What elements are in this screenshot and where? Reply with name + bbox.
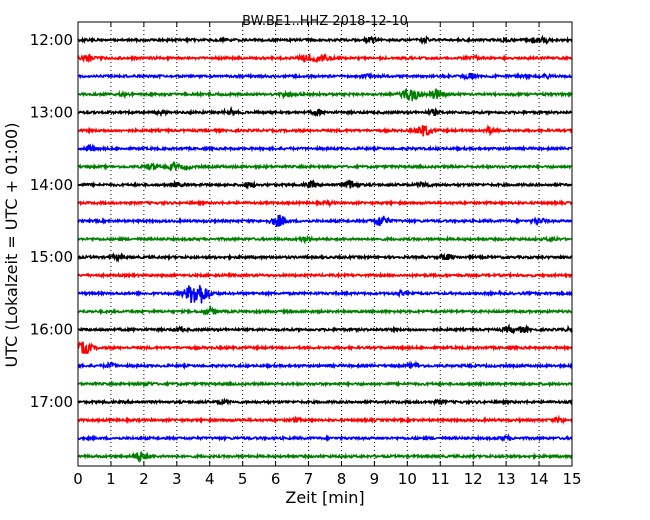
trace-row (77, 52, 572, 64)
y-tick-label: 12:00 (30, 31, 73, 49)
trace-row (77, 432, 573, 443)
x-tick-label: 6 (271, 470, 281, 488)
x-tick-label: 2 (139, 470, 149, 488)
x-tick-label: 14 (530, 470, 549, 488)
trace-row (77, 143, 573, 153)
x-tick-label: 4 (205, 470, 215, 488)
trace-row (77, 252, 573, 263)
y-axis-label: UTC (Lokalzeit = UTC + 01:00) (2, 123, 21, 368)
trace-group (77, 34, 573, 464)
x-tick-label: 7 (304, 470, 314, 488)
trace-row (77, 380, 573, 389)
trace-row (77, 178, 573, 191)
trace-row (77, 451, 573, 464)
y-tick-label: 16:00 (30, 321, 73, 339)
trace-row (77, 304, 573, 316)
trace-row (77, 123, 573, 137)
x-tick-label: 3 (172, 470, 182, 488)
x-axis: 0 1 2 3 4 5 6 7 8 9 10 11 12 13 14 15 (73, 22, 582, 488)
plot-frame (77, 21, 573, 467)
trace-row (77, 87, 573, 102)
trace-row (77, 105, 573, 118)
y-axis: 12:00 13:00 14:00 15:00 16:00 17:00 (30, 31, 572, 411)
x-tick-label: 9 (370, 470, 380, 488)
x-tick-label: 1 (106, 470, 116, 488)
x-tick-label: 8 (337, 470, 347, 488)
x-tick-label: 12 (464, 470, 483, 488)
y-tick-label: 13:00 (30, 103, 73, 121)
trace-row (77, 34, 573, 45)
chart-title: BW.BE1..HHZ 2018-12-10 (242, 14, 408, 29)
x-tick-label: 0 (73, 470, 83, 488)
trace-row (77, 360, 573, 371)
x-tick-label: 15 (562, 470, 581, 488)
x-tick-label: 11 (431, 470, 450, 488)
x-tick-label: 13 (497, 470, 516, 488)
x-tick-label: 10 (398, 470, 417, 488)
trace-row (77, 323, 573, 335)
trace-row (77, 271, 573, 280)
x-axis-label: Zeit [min] (285, 488, 364, 507)
x-tick-label: 5 (238, 470, 248, 488)
trace-row (77, 160, 573, 172)
y-tick-label: 15:00 (30, 248, 73, 266)
y-tick-label: 17:00 (30, 393, 73, 411)
trace-row (77, 234, 573, 245)
trace-row (77, 285, 573, 304)
trace-row (77, 397, 573, 407)
y-tick-label: 14:00 (30, 176, 73, 194)
trace-row (77, 214, 573, 227)
trace-row (77, 414, 573, 425)
trace-row (77, 341, 573, 355)
trace-row (77, 198, 573, 209)
trace-row (77, 71, 573, 82)
plot-background (78, 22, 572, 466)
